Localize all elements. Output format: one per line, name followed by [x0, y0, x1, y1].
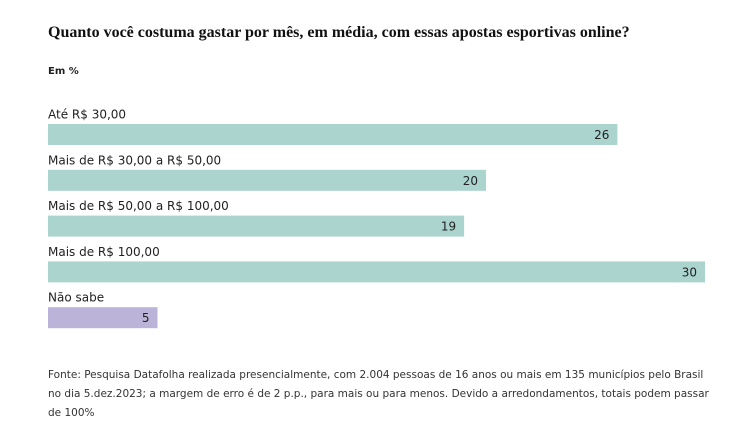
bar: [48, 169, 486, 191]
chart-subtitle: Em %: [48, 66, 79, 77]
value-label: 5: [142, 311, 150, 325]
category-label: Não sabe: [48, 291, 104, 305]
chart-title: Quanto você costuma gastar por mês, em m…: [48, 24, 630, 41]
category-label: Mais de R$ 30,00 a R$ 50,00: [48, 153, 221, 167]
category-label: Mais de R$ 100,00: [48, 245, 160, 259]
value-label: 19: [441, 220, 456, 234]
source-note: Fonte: Pesquisa Datafolha realizada pres…: [48, 369, 709, 419]
bar: [48, 215, 465, 237]
value-label: 26: [594, 128, 609, 142]
category-label: Até R$ 30,00: [48, 108, 126, 122]
category-label: Mais de R$ 50,00 a R$ 100,00: [48, 199, 229, 213]
bar: [48, 307, 158, 329]
bar: [48, 261, 705, 283]
value-label: 20: [463, 174, 478, 188]
value-label: 30: [682, 265, 697, 279]
bar: [48, 124, 618, 145]
